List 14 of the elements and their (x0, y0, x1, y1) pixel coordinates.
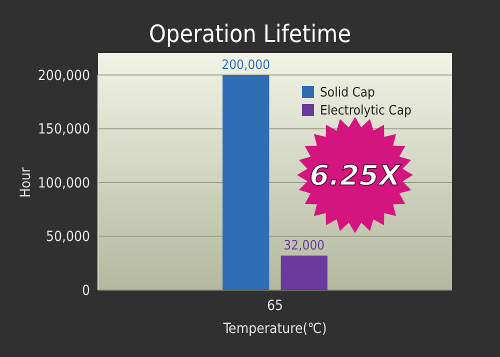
x-tick-label: 65 (266, 298, 284, 314)
y-tick-label: 150,000 (38, 122, 90, 138)
y-tick-label: 50,000 (46, 229, 90, 246)
y-tick-label: 200,000 (38, 68, 90, 84)
legend-label: Solid Cap (320, 86, 375, 101)
y-axis-title: Hour (18, 166, 34, 198)
x-axis-title: Temperature(℃) (222, 321, 327, 337)
chart-title: Operation Lifetime (149, 20, 351, 48)
annotation: 6.25X (310, 158, 402, 192)
y-tick-label: 0 (82, 282, 90, 299)
y-tick-label: 100,000 (38, 175, 90, 192)
data-label: 200,000 (222, 58, 270, 73)
legend-label: Electrolytic Cap (320, 104, 412, 119)
data-label: 32,000 (284, 238, 325, 254)
